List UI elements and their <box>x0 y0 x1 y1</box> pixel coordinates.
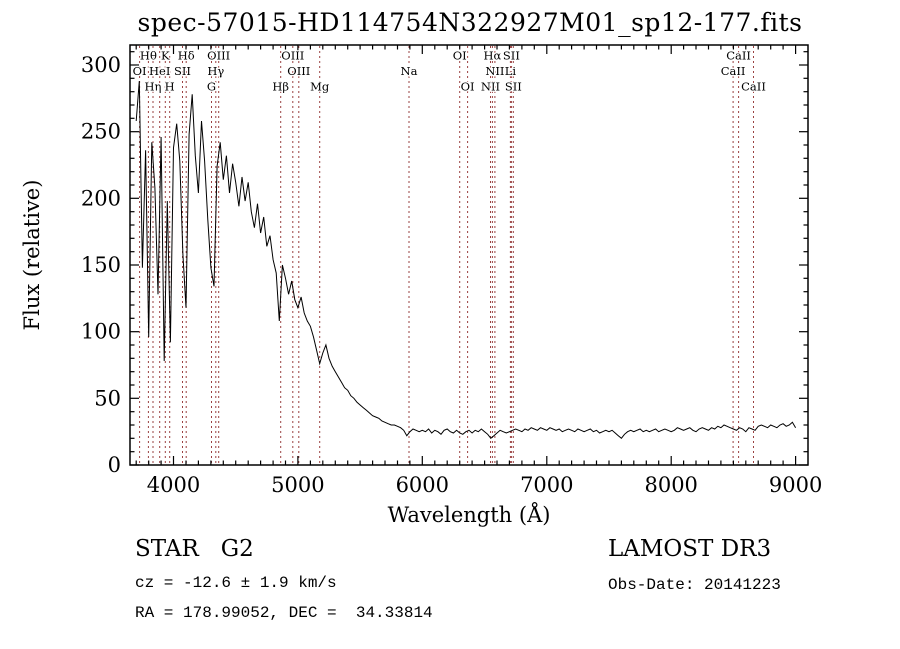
obs-date-label: Obs-Date: 20141223 <box>608 576 781 594</box>
spectral-line-label: Hη <box>145 80 162 94</box>
y-tick-label: 100 <box>81 320 121 344</box>
spectral-line-label: OIII <box>287 64 310 78</box>
spectrum-line <box>135 80 797 440</box>
spectral-line-label: K <box>161 49 170 63</box>
x-axis-label: Wavelength (Å) <box>387 503 551 527</box>
spectral-line-label: G <box>207 80 216 94</box>
x-tick-label: 9000 <box>769 473 822 497</box>
spectral-line-label: OIII <box>281 49 304 63</box>
plot-border <box>129 44 809 466</box>
y-tick-label: 150 <box>81 253 121 277</box>
spectral-line-label: Hδ <box>178 49 195 63</box>
page-title: spec-57015-HD114754N322927M01_sp12-177.f… <box>137 8 803 37</box>
object-class-label: STAR G2 <box>135 536 254 562</box>
spectral-line-label: OIII <box>207 49 230 63</box>
spectral-line-label: HeI <box>149 64 170 78</box>
spectral-line-label: OI <box>133 64 147 78</box>
spectral-line-label: Hβ <box>272 80 289 94</box>
y-tick-label: 50 <box>94 386 121 410</box>
spectral-line-label: CaII <box>721 64 746 78</box>
spectral-line-label: OI <box>453 49 467 63</box>
x-tick-label: 7000 <box>520 473 573 497</box>
x-tick-label: 4000 <box>147 473 200 497</box>
spectral-line-label: SII <box>505 80 522 94</box>
spectral-line-label: OI <box>461 80 475 94</box>
spectral-line-label: Mg <box>310 80 330 94</box>
spectral-line-label: CaII <box>741 80 766 94</box>
y-tick-label: 300 <box>81 53 121 77</box>
spectral-line-label: SII <box>503 49 520 63</box>
spectral-line-label: SII <box>174 64 191 78</box>
spectral-line-label: NII <box>485 64 504 78</box>
x-tick-label: 8000 <box>644 473 697 497</box>
x-tick-label: 5000 <box>271 473 324 497</box>
spectral-line-label: Hα <box>484 49 502 63</box>
redshift-velocity-label: cz = -12.6 ± 1.9 km/s <box>135 574 337 592</box>
y-tick-label: 0 <box>108 453 121 477</box>
spectral-line-label: H <box>165 80 175 94</box>
spectral-line-label: NII <box>481 80 500 94</box>
y-tick-label: 250 <box>81 120 121 144</box>
survey-release-label: LAMOST DR3 <box>608 536 772 562</box>
x-tick-label: 6000 <box>396 473 449 497</box>
spectral-line-label: Li <box>505 64 517 78</box>
spectral-line-label: Na <box>401 64 418 78</box>
spectral-line-label: Hγ <box>207 64 224 78</box>
spectral-line-label: CaII <box>726 49 751 63</box>
y-tick-label: 200 <box>81 186 121 210</box>
ra-dec-label: RA = 178.99052, DEC = 34.33814 <box>135 604 433 622</box>
spectral-line-label: Hθ <box>140 49 157 63</box>
